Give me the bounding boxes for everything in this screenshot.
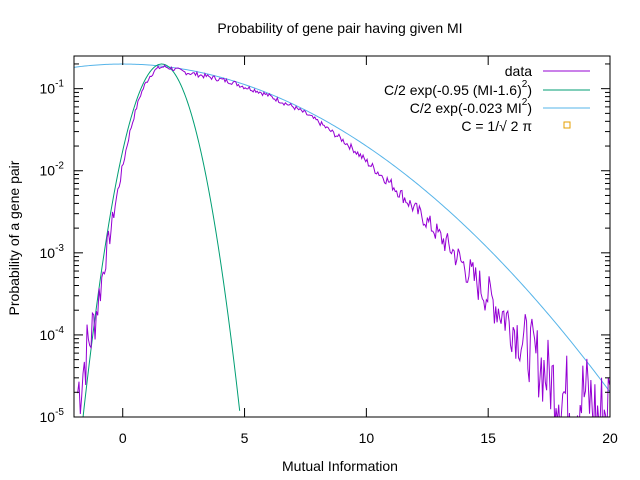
legend-label-superscript: 2 (522, 79, 528, 90)
x-tick-label: 20 (602, 430, 618, 446)
y-tick-base: 10 (40, 327, 56, 343)
y-tick-exponent: -2 (55, 161, 64, 172)
series-line-1 (82, 63, 241, 417)
legend-swatch-3 (563, 121, 571, 129)
legend-label-text: C/2 exp(-0.023 MI (410, 100, 522, 116)
y-tick-label: 10-5 (40, 407, 65, 425)
y-tick-label: 10-2 (40, 161, 65, 179)
y-tick-exponent: -4 (55, 325, 64, 336)
x-tick-label: 10 (359, 430, 375, 446)
legend-label-tail: ) (527, 100, 532, 116)
series-line-2 (74, 63, 610, 393)
y-axis: 10-110-210-310-410-5 (40, 63, 610, 425)
legend-label-0: data (505, 63, 532, 79)
y-tick-label: 10-1 (40, 79, 65, 97)
y-tick-label: 10-4 (40, 325, 65, 343)
x-axis: 0 5 10 15 20 (119, 56, 618, 446)
y-tick-base: 10 (40, 163, 56, 179)
y-tick-exponent: -3 (55, 243, 64, 254)
legend-label-2: C/2 exp(-0.023 MI2) (410, 97, 532, 116)
series-line-0 (77, 64, 610, 417)
x-tick-label: 0 (119, 430, 127, 446)
legend-label-text: C/2 exp(-0.95 (MI-1.6) (384, 82, 522, 98)
y-axis-title: Probability of a gene pair (6, 160, 22, 315)
y-tick-exponent: -1 (55, 79, 64, 90)
x-tick-label: 15 (480, 430, 496, 446)
plot-curves (74, 63, 610, 417)
y-tick-exponent: -5 (55, 407, 64, 418)
y-tick-base: 10 (40, 81, 56, 97)
y-tick-label: 10-3 (40, 243, 65, 261)
y-tick-base: 10 (40, 245, 56, 261)
x-axis-title: Mutual Information (282, 458, 398, 474)
plot-frame (73, 55, 611, 418)
chart-title: Probability of gene pair having given MI (217, 20, 462, 36)
legend-label-1: C/2 exp(-0.95 (MI-1.6)2) (384, 79, 532, 98)
legend-label-tail: ) (527, 82, 532, 98)
legend-label-3: C = 1/√ 2 π (461, 118, 532, 134)
x-tick-label: 5 (241, 430, 249, 446)
y-tick-base: 10 (40, 409, 56, 425)
legend-label-superscript: 2 (522, 97, 528, 108)
